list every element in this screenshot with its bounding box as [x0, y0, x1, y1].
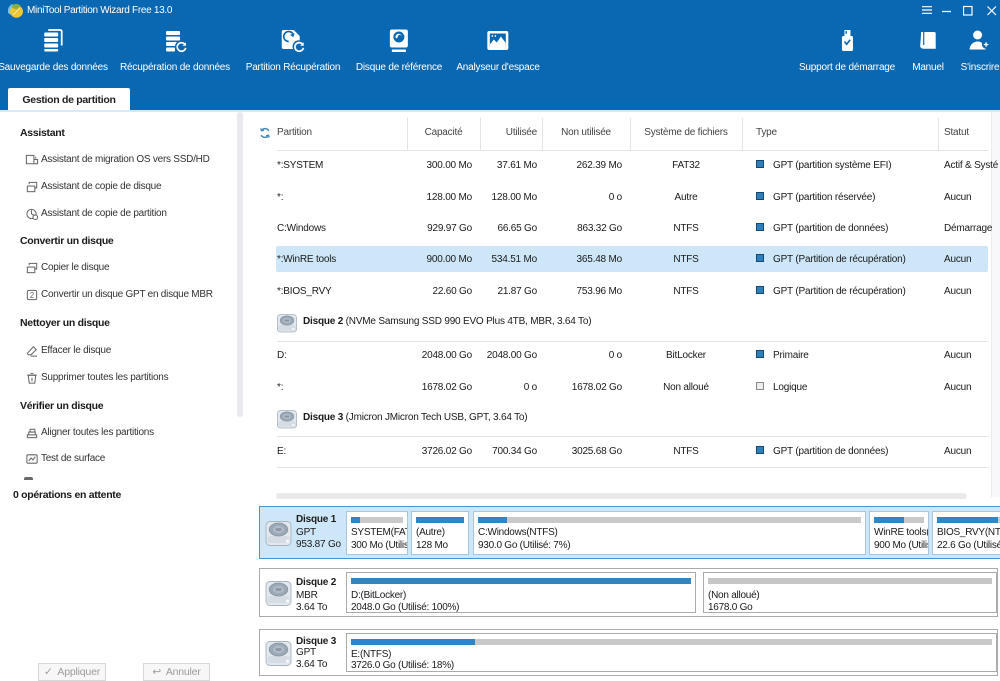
svg-text:2: 2 — [30, 291, 34, 300]
